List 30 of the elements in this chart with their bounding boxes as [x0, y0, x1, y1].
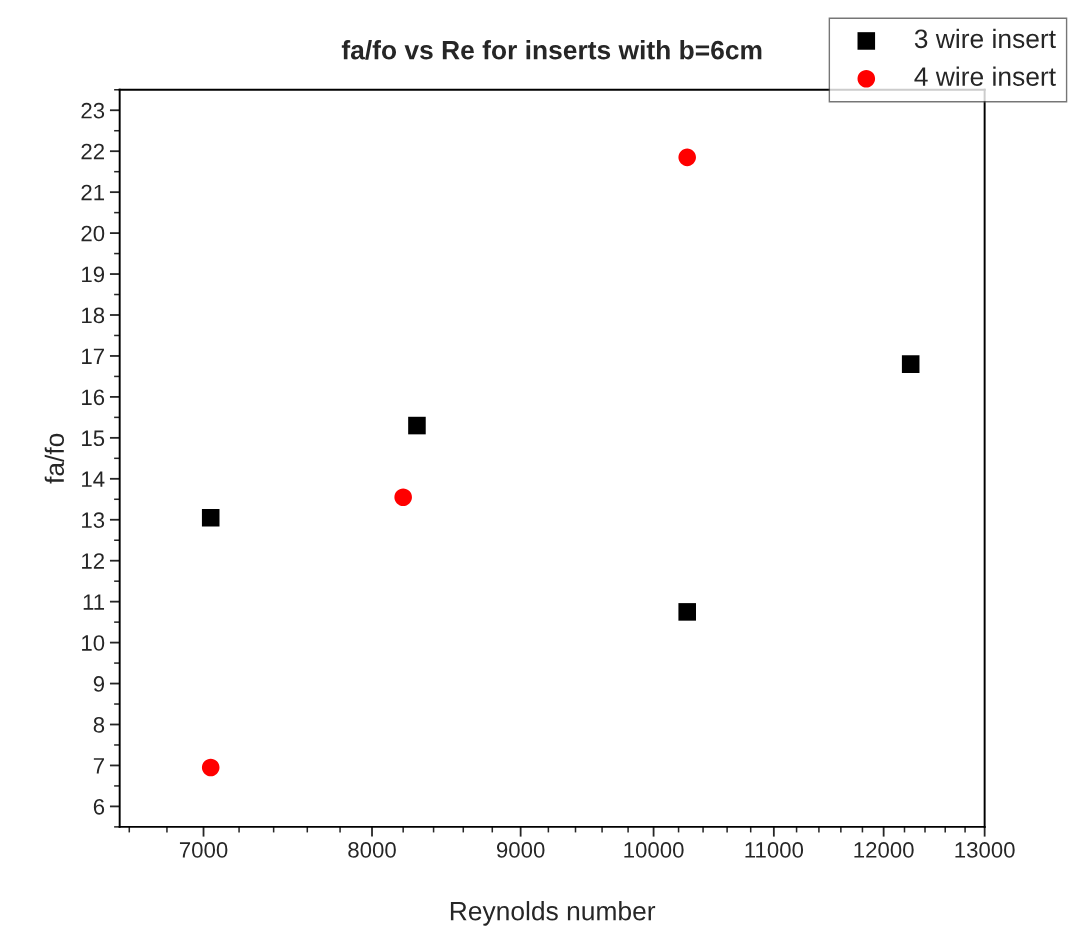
- x-axis-title: Reynolds number: [450, 901, 656, 926]
- y-tick-label: 21: [81, 184, 105, 201]
- chart-title: fa/fo vs Re for inserts with b=6cm: [341, 40, 762, 60]
- legend-label: 4 wire insert: [914, 66, 1056, 86]
- x-tick-label: 8000: [348, 842, 396, 858]
- y-tick-label: 22: [81, 143, 104, 160]
- y-tick-label: 9: [93, 676, 105, 692]
- y-tick-label: 8: [93, 717, 105, 733]
- x-tick-label: 12000: [854, 842, 914, 858]
- x-tick-label: 11000: [745, 842, 804, 858]
- y-tick-label: 14: [82, 471, 105, 487]
- x-tick-label: 9000: [496, 842, 545, 858]
- y-tick-label: 15: [82, 430, 105, 447]
- x-tick-label: 10000: [624, 842, 684, 858]
- y-tick-label: 13: [82, 512, 105, 529]
- x-tick-label: 13000: [955, 842, 1015, 858]
- y-tick-label: 20: [81, 225, 105, 242]
- y-tick-label: 6: [93, 798, 105, 815]
- y-tick-label: 23: [81, 102, 105, 119]
- y-axis-title: fa/fo: [44, 433, 65, 484]
- y-tick-label: 7: [93, 758, 104, 774]
- x-tick-label: 7000: [179, 842, 228, 858]
- y-tick-label: 17: [82, 348, 104, 364]
- legend-label: 3 wire insert: [914, 28, 1056, 49]
- y-tick-label: 16: [82, 389, 105, 406]
- y-tick-label: 12: [82, 553, 104, 569]
- y-tick-label: 19: [82, 266, 105, 283]
- y-tick-label: 10: [82, 635, 105, 651]
- y-tick-label: 11: [83, 594, 105, 610]
- y-tick-label: 18: [82, 307, 105, 324]
